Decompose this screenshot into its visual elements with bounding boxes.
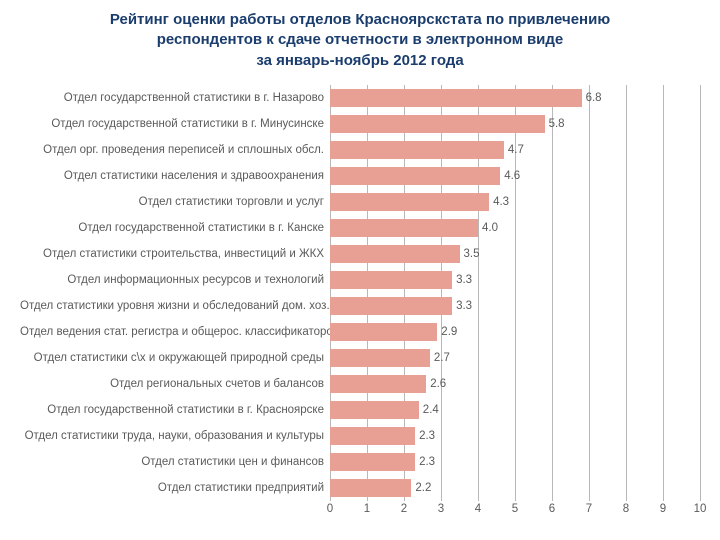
chart-row: Отдел государственной статистики в г. Ми… (20, 111, 700, 137)
value-label: 4.6 (500, 163, 520, 189)
bar (330, 323, 437, 341)
chart-row: Отдел статистики уровня жизни и обследов… (20, 293, 700, 319)
bar (330, 193, 489, 211)
bar (330, 375, 426, 393)
bar-track: 2.9 (330, 319, 700, 345)
x-tick-label: 4 (475, 503, 481, 515)
bar (330, 219, 478, 237)
value-label: 5.8 (545, 111, 565, 137)
category-label: Отдел ведения стат. регистра и общерос. … (20, 326, 330, 338)
x-tick-label: 2 (401, 503, 407, 515)
chart-row: Отдел орг. проведения переписей и сплошн… (20, 137, 700, 163)
bar-track: 2.7 (330, 345, 700, 371)
value-label: 2.6 (426, 371, 446, 397)
x-tick-label: 3 (438, 503, 444, 515)
bar (330, 479, 411, 497)
value-label: 2.4 (419, 397, 439, 423)
bar-track: 2.6 (330, 371, 700, 397)
x-tick-label: 8 (623, 503, 629, 515)
bar-track: 4.3 (330, 189, 700, 215)
chart-row: Отдел государственной статистики в г. Кр… (20, 397, 700, 423)
category-label: Отдел региональных счетов и балансов (20, 378, 330, 390)
x-axis: 012345678910 (20, 501, 700, 521)
bar-track: 2.4 (330, 397, 700, 423)
x-tick-label: 6 (549, 503, 555, 515)
value-label: 2.9 (437, 319, 457, 345)
bar-track: 4.0 (330, 215, 700, 241)
category-label: Отдел статистики строительства, инвестиц… (20, 248, 330, 260)
bar-track: 2.3 (330, 423, 700, 449)
chart-row: Отдел статистики труда, науки, образован… (20, 423, 700, 449)
x-tick-label: 5 (512, 503, 518, 515)
bar (330, 89, 582, 107)
x-tick-label: 9 (660, 503, 666, 515)
bar (330, 427, 415, 445)
chart-row: Отдел региональных счетов и балансов 2.6 (20, 371, 700, 397)
value-label: 2.7 (430, 345, 450, 371)
bar (330, 453, 415, 471)
chart-row: Отдел государственной статистики в г. На… (20, 85, 700, 111)
x-tick-label: 10 (694, 503, 707, 515)
bar-track: 6.8 (330, 85, 700, 111)
value-label: 3.3 (452, 293, 472, 319)
value-label: 4.7 (504, 137, 524, 163)
bar (330, 349, 430, 367)
category-label: Отдел информационных ресурсов и технолог… (20, 274, 330, 286)
bar-track: 4.6 (330, 163, 700, 189)
chart-title: Рейтинг оценки работы отделов Красноярск… (20, 10, 700, 71)
bar-chart: Отдел государственной статистики в г. На… (20, 85, 700, 521)
category-label: Отдел статистики предприятий (20, 482, 330, 494)
chart-row: Отдел статистики торговли и услуг 4.3 (20, 189, 700, 215)
category-label: Отдел государственной статистики в г. Ми… (20, 118, 330, 130)
category-label: Отдел статистики цен и финансов (20, 456, 330, 468)
bar (330, 245, 460, 263)
category-label: Отдел государственной статистики в г. Кр… (20, 404, 330, 416)
value-label: 6.8 (582, 85, 602, 111)
bar (330, 167, 500, 185)
category-label: Отдел статистики труда, науки, образован… (20, 430, 330, 442)
value-label: 3.3 (452, 267, 472, 293)
category-label: Отдел статистики населения и здравоохран… (20, 170, 330, 182)
category-label: Отдел статистики уровня жизни и обследов… (20, 300, 330, 312)
bar (330, 141, 504, 159)
bar (330, 401, 419, 419)
value-label: 4.0 (478, 215, 498, 241)
x-tick-label: 1 (364, 503, 370, 515)
value-label: 2.2 (411, 475, 431, 501)
value-label: 2.3 (415, 449, 435, 475)
x-tick-label: 0 (327, 503, 333, 515)
chart-row: Отдел статистики строительства, инвестиц… (20, 241, 700, 267)
bar (330, 115, 545, 133)
bar-track: 5.8 (330, 111, 700, 137)
bar-track: 2.3 (330, 449, 700, 475)
category-label: Отдел государственной статистики в г. Ка… (20, 222, 330, 234)
chart-row: Отдел ведения стат. регистра и общерос. … (20, 319, 700, 345)
chart-row: Отдел статистики с\х и окружающей природ… (20, 345, 700, 371)
bar-track: 4.7 (330, 137, 700, 163)
chart-row: Отдел информационных ресурсов и технолог… (20, 267, 700, 293)
category-label: Отдел статистики торговли и услуг (20, 196, 330, 208)
category-label: Отдел орг. проведения переписей и сплошн… (20, 144, 330, 156)
value-label: 3.5 (460, 241, 480, 267)
category-label: Отдел государственной статистики в г. На… (20, 92, 330, 104)
value-label: 4.3 (489, 189, 509, 215)
chart-row: Отдел статистики населения и здравоохран… (20, 163, 700, 189)
bar-track: 3.5 (330, 241, 700, 267)
bar-track: 3.3 (330, 293, 700, 319)
category-label: Отдел статистики с\х и окружающей природ… (20, 352, 330, 364)
chart-row: Отдел государственной статистики в г. Ка… (20, 215, 700, 241)
bar (330, 271, 452, 289)
x-tick-label: 7 (586, 503, 592, 515)
value-label: 2.3 (415, 423, 435, 449)
chart-row: Отдел статистики цен и финансов 2.3 (20, 449, 700, 475)
bar-track: 2.2 (330, 475, 700, 501)
bar-track: 3.3 (330, 267, 700, 293)
chart-row: Отдел статистики предприятий 2.2 (20, 475, 700, 501)
bar (330, 297, 452, 315)
